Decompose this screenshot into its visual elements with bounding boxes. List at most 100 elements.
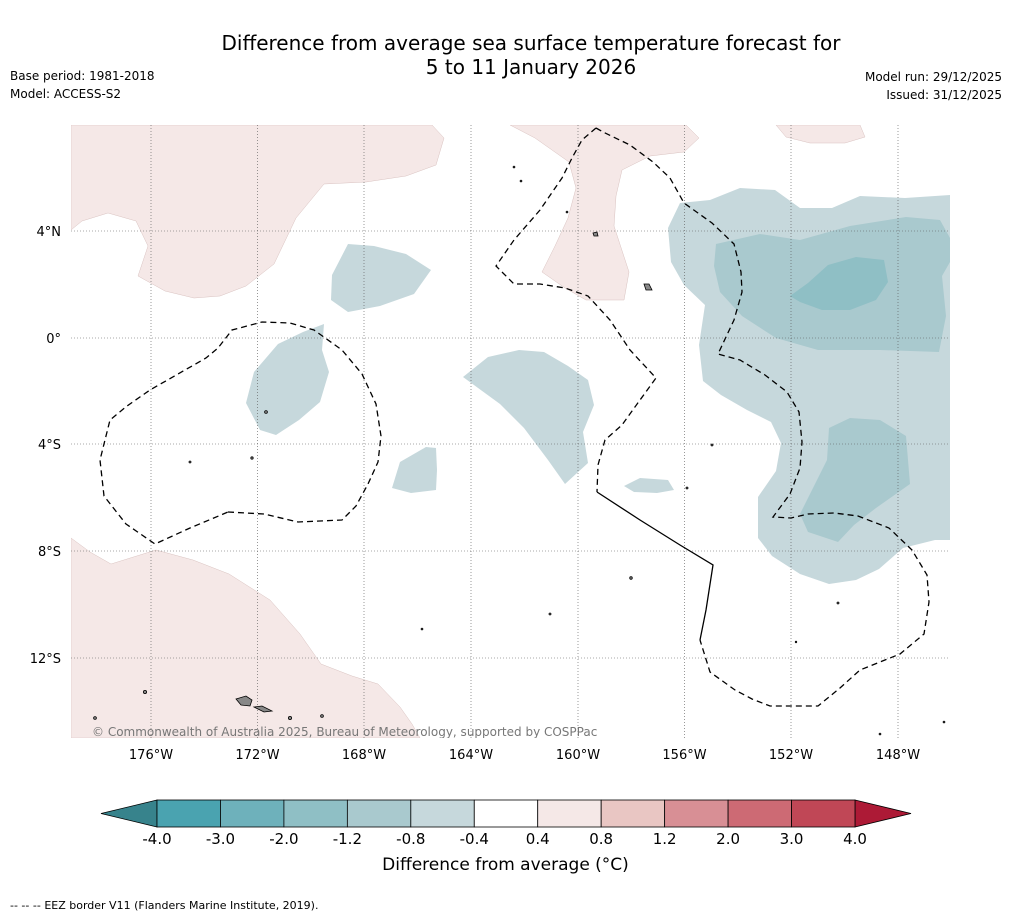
map-title: Difference from average sea surface temp…: [0, 31, 1011, 79]
colorbar-swatch: [473, 799, 539, 828]
island-dot-13: [519, 179, 523, 183]
island-dot-1: [142, 690, 147, 695]
colorbar-swatch: [727, 799, 792, 828]
model-name: Model: ACCESS-S2: [10, 87, 122, 101]
cool-patch-small-south: [624, 478, 674, 493]
colorbar-tick-label: 1.2: [653, 830, 677, 848]
eez-border-tokelau: [595, 127, 930, 707]
eez-border-tokelau-west: [495, 127, 657, 493]
colorbar-tick-label: 0.8: [589, 830, 613, 848]
footer-note: -- -- -- EEZ border V11 (Flanders Marine…: [10, 899, 318, 912]
colorbar-swatch: [346, 799, 412, 828]
island-dot-6: [250, 456, 254, 460]
colorbar-tick-label: -0.4: [460, 830, 489, 848]
longitude-label: 148°W: [876, 748, 920, 763]
island-dot-18: [878, 732, 882, 736]
island-dot-8: [629, 576, 633, 580]
meta-left: Base period: 1981-2018 Model: ACCESS-S2: [10, 67, 155, 103]
colorbar-swatch: [600, 799, 666, 828]
islands: [93, 165, 946, 736]
colorbar: -4.0 -3.0 -2.0 -1.2 -0.8 -0.4 0.4 0.8 1.2 2.0 3.0 4…: [100, 799, 912, 848]
island-savaii: [235, 695, 253, 707]
colorbar-swatch: [156, 799, 221, 828]
colorbar-tick-label: -4.0: [142, 830, 171, 848]
island-dot-2: [287, 716, 292, 721]
island-dot-10: [710, 443, 714, 447]
meta-right: Model run: 29/12/2025 Issued: 31/12/2025: [865, 68, 1002, 104]
latitude-labels: 4°N 0° 4°S 8°S 12°S: [30, 225, 61, 667]
warm-patch-northeast: [775, 125, 866, 144]
island-dot-9: [548, 612, 552, 616]
colorbar-tick-label: 2.0: [716, 830, 740, 848]
warm-patch-southwest: [71, 537, 421, 738]
cool-patch-small-west: [392, 447, 437, 493]
latitude-label: 4°N: [37, 225, 62, 240]
colorbar-swatch: [664, 799, 729, 828]
longitude-label: 160°W: [556, 748, 600, 763]
warm-anomaly-areas: [71, 125, 866, 738]
colorbar-swatch: [410, 799, 475, 828]
colorbar-title: Difference from average (°C): [0, 855, 1011, 875]
island-dot-12: [836, 601, 840, 605]
island-small-1: [592, 231, 599, 237]
island-dot-5: [264, 410, 268, 414]
island-dot-7: [188, 460, 192, 464]
colorbar-under-arrow: [100, 799, 158, 828]
copyright-notice: © Commonwealth of Australia 2025, Bureau…: [92, 725, 597, 739]
title-line-1: Difference from average sea surface temp…: [221, 31, 841, 55]
island-dot-3: [320, 714, 324, 718]
longitude-label: 164°W: [449, 748, 493, 763]
latitude-label: 8°S: [38, 545, 61, 560]
latitude-label: 0°: [46, 332, 61, 347]
colorbar-swatch: [283, 799, 348, 828]
longitude-label: 156°W: [662, 748, 706, 763]
longitude-label: 168°W: [342, 748, 386, 763]
colorbar-title-text: Difference from average (°C): [382, 855, 629, 875]
base-period: Base period: 1981-2018: [10, 69, 155, 83]
title-line-2: 5 to 11 January 2026: [425, 55, 637, 79]
island-dot-19: [942, 720, 946, 724]
colorbar-tick-label: -3.0: [206, 830, 235, 848]
colorbar-tick-label: -1.2: [333, 830, 362, 848]
graticule: [71, 125, 950, 738]
eez-solid-segment: [596, 491, 714, 641]
eez-note-text: EEZ border V11 (Flanders Marine Institut…: [44, 899, 319, 912]
colorbar-swatch: [791, 799, 856, 828]
longitude-label: 176°W: [129, 748, 173, 763]
colorbar-over-arrow: [854, 799, 912, 828]
colorbar-tick-label: -2.0: [269, 830, 298, 848]
longitude-labels: 176°W 172°W 168°W 164°W 160°W 156°W 152°W 148°W: [129, 748, 920, 763]
island-dot-4: [93, 716, 97, 720]
colorbar-tick-label: 3.0: [780, 830, 804, 848]
island-dot-15: [565, 210, 569, 214]
warm-patch-northwest: [71, 125, 445, 299]
latitude-label: 4°S: [38, 438, 61, 453]
colorbar-tick-label: 0.4: [526, 830, 550, 848]
coolest-anomaly-area: [790, 257, 888, 310]
cool-patch-central: [463, 350, 594, 484]
latitude-label: 12°S: [30, 652, 61, 667]
island-dot-17: [794, 640, 798, 644]
colorbar-tick-label: 4.0: [843, 830, 867, 848]
island-dot-16: [420, 627, 424, 631]
colorbar-tick-label: -0.8: [396, 830, 425, 848]
eez-borders: [99, 127, 930, 707]
island-upolu: [252, 705, 274, 713]
cool-patch-north-mid: [331, 244, 431, 312]
colorbar-swatch: [537, 799, 602, 828]
island-dot-11: [685, 486, 689, 490]
longitude-label: 172°W: [235, 748, 279, 763]
island-dot-14: [512, 165, 516, 169]
model-run: Model run: 29/12/2025: [864, 70, 1002, 84]
anomaly-field: © Commonwealth of Australia 2025, Bureau…: [71, 125, 950, 739]
colorbar-swatch: [220, 799, 285, 828]
eez-border-wallis: [99, 321, 382, 545]
cooler-patch-southeast: [800, 418, 910, 542]
longitude-label: 152°W: [769, 748, 813, 763]
issued-date: Issued: 31/12/2025: [886, 88, 1002, 102]
cool-patch-west-mid: [246, 324, 329, 435]
eez-legend-symbol: -- -- --: [10, 899, 41, 912]
warm-patch-north-central: [509, 125, 700, 301]
island-small-2: [643, 283, 653, 291]
